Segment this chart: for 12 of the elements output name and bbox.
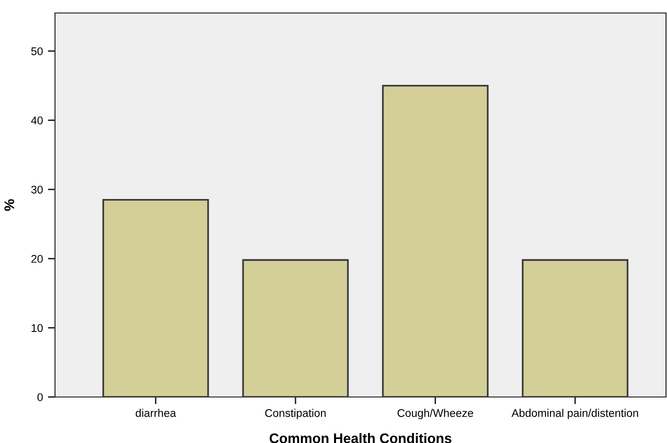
x-tick-label: Cough/Wheeze bbox=[398, 408, 474, 420]
x-tick-label: Constipation bbox=[265, 408, 326, 420]
y-tick-label: 0 bbox=[37, 393, 43, 402]
y-tick-label: 50 bbox=[31, 47, 43, 56]
y-tick-label: 10 bbox=[32, 324, 43, 332]
x-axis-title: Common Health Conditions bbox=[270, 433, 452, 443]
y-tick-label: 30 bbox=[31, 186, 43, 194]
x-tick-label: diarrhea bbox=[136, 408, 176, 417]
y-tick-label: 20 bbox=[31, 254, 43, 263]
y-axis-title: % bbox=[4, 199, 14, 211]
x-tick-label: Abdominal pain/distention bbox=[512, 408, 638, 420]
y-tick-label: 40 bbox=[31, 116, 43, 124]
